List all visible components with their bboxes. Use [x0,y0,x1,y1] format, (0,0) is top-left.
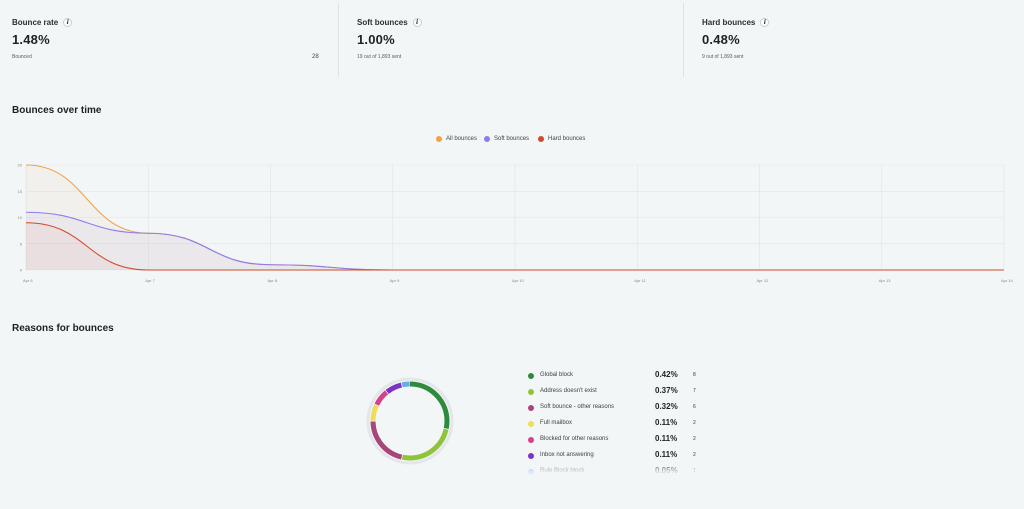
reason-row[interactable]: Rule Block block 0.05% 1 [526,466,726,478]
y-tick-label: 0 [20,268,23,273]
y-tick-label: 10 [18,215,23,220]
stat-label-text: Bounce rate [12,18,59,27]
reason-color-dot [528,421,534,427]
bounces-line-chart[interactable]: 0 5 10 15 20 Apr 6 Apr 7 Apr 8 Apr 9 Apr 10 Apr 11… [0,155,1024,290]
series-line-hard-bounces [25,222,1004,271]
x-tick-label: Apr 6 [23,278,33,283]
reason-count: 1 [693,468,696,474]
reason-percentage: 0.32% [655,402,678,411]
info-icon[interactable]: i [412,18,422,27]
stat-label-text: Hard bounces [702,18,756,27]
reason-label: Full mailbox [540,420,573,426]
reason-row[interactable]: Inbox not answering 0.11% 2 [526,450,726,462]
x-tick-label: Apr 12 [757,278,770,283]
x-tick-label: Apr 11 [634,278,646,283]
reason-label: Address doesn't exist [540,388,597,394]
x-tick-label: Apr 13 [879,278,892,283]
legend-label: All bounces [446,136,478,142]
donut-outer-ring [366,377,454,465]
legend-label: Hard bounces [548,136,586,142]
legend-item-hard-bounces[interactable]: Hard bounces [538,136,585,142]
series-area [26,165,1004,270]
stat-sub: Bounced [12,54,32,60]
reason-label: Blocked for other reasons [540,436,609,442]
reason-count: 7 [693,388,696,394]
x-tick-label: Apr 8 [268,278,278,283]
reason-percentage: 0.42% [655,370,678,379]
stat-label: Hard bounces i [702,18,770,27]
reasons-donut-chart[interactable] [360,376,460,476]
reason-row[interactable]: Blocked for other reasons 0.11% 2 [526,434,726,446]
donut-slice[interactable] [370,381,450,461]
reason-label: Soft bounce - other reasons [540,404,615,410]
x-tick-label: Apr 10 [512,278,525,283]
x-tick-label: Apr 9 [390,278,400,283]
reason-percentage: 0.11% [655,450,678,459]
legend-item-soft-bounces[interactable]: Soft bounces [484,136,529,142]
reason-row[interactable]: Full mailbox 0.11% 2 [526,418,726,430]
stat-count: 28 [312,54,319,60]
divider [338,3,339,77]
info-icon[interactable]: i [63,18,73,27]
reason-count: 2 [693,436,696,442]
legend-label: Soft bounces [494,136,530,142]
stat-sub: 9 out of 1,893 sent [702,54,744,60]
reason-label: Inbox not answering [540,452,594,458]
legend-dot [538,136,544,142]
reason-color-dot [528,389,534,395]
stat-soft-bounces: Soft bounces i 1.00% 19 out of 1,893 sen… [357,0,673,78]
stat-value: 1.48% [12,32,50,47]
reason-color-dot [528,437,534,443]
stat-label: Bounce rate i [12,18,73,27]
stat-hard-bounces: Hard bounces i 0.48% 9 out of 1,893 sent [702,0,1018,78]
x-tick-label: Apr 7 [145,278,155,283]
reason-percentage: 0.05% [655,466,678,475]
reason-count: 2 [693,420,696,426]
section-title-bounces-over-time: Bounces over time [12,105,102,116]
stat-value: 1.00% [357,32,395,47]
section-title-reasons-for-bounces: Reasons for bounces [12,323,114,334]
info-icon[interactable]: i [760,18,770,27]
reason-label: Global block [540,372,574,378]
legend-dot [436,136,442,142]
chart-legend: All bounces Soft bounces Hard bounces [0,136,1024,146]
reason-percentage: 0.11% [655,418,678,427]
reason-row[interactable]: Global block 0.42% 8 [526,370,726,382]
reason-row[interactable]: Address doesn't exist 0.37% 7 [526,386,726,398]
y-tick-label: 20 [18,163,23,168]
reason-row[interactable]: Soft bounce - other reasons 0.32% 6 [526,402,726,414]
stats-bar: Bounce rate i 1.48% Bounced 28 Soft boun… [0,0,1024,78]
reason-label: Rule Block block [540,468,585,474]
y-tick-label: 15 [18,189,23,194]
legend-item-all-bounces[interactable]: All bounces [436,136,477,142]
stat-label: Soft bounces i [357,18,422,27]
series-area [26,212,1004,270]
reason-percentage: 0.37% [655,386,678,395]
x-tick-label: Apr 14 [1001,278,1014,283]
reason-count: 6 [693,404,696,410]
divider [683,3,684,77]
reason-percentage: 0.11% [655,434,678,443]
reason-color-dot [528,405,534,411]
stat-value: 0.48% [702,32,740,47]
reason-color-dot [528,469,534,475]
stat-label-text: Soft bounces [357,18,408,27]
reason-color-dot [528,453,534,459]
donut-slice[interactable] [370,381,450,461]
stat-bounce-rate: Bounce rate i 1.48% Bounced 28 [12,0,328,78]
legend-dot [484,136,490,142]
reason-color-dot [528,373,534,379]
reason-count: 8 [693,372,696,378]
y-tick-label: 5 [20,241,23,246]
reason-count: 2 [693,452,696,458]
stat-sub: 19 out of 1,893 sent [357,54,402,60]
